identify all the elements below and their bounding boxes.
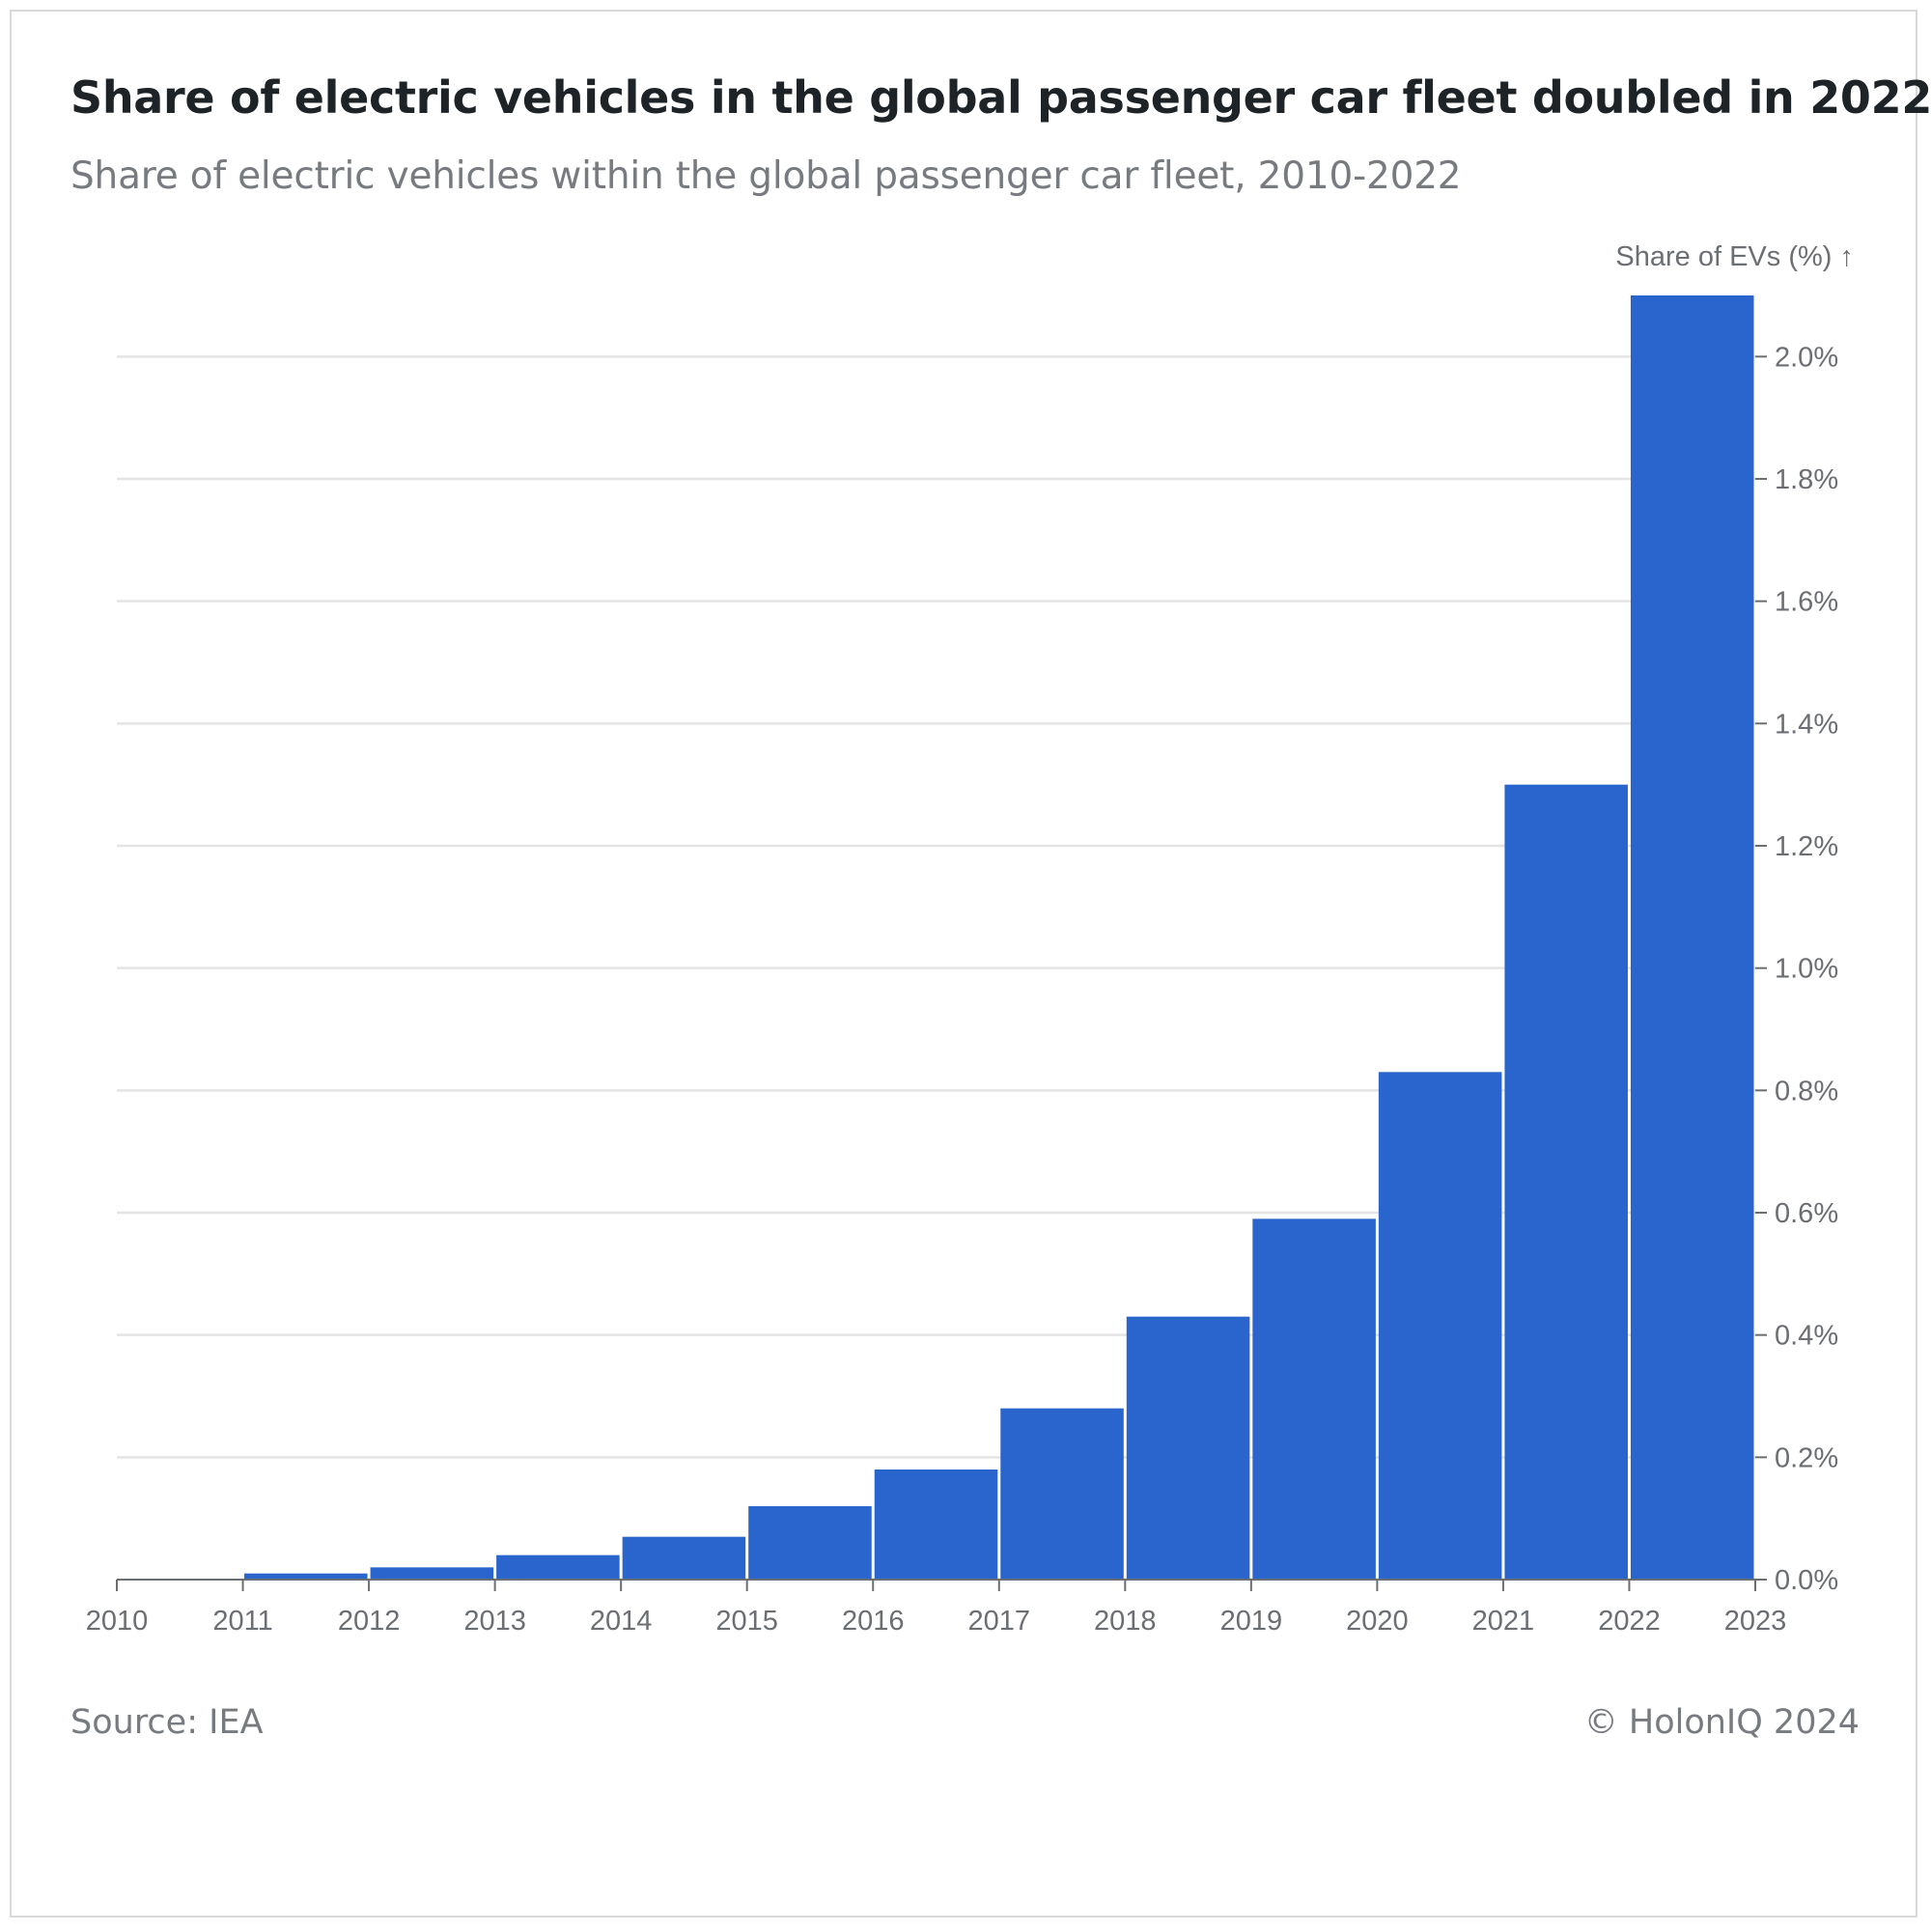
x-tick-label: 2012	[338, 1606, 401, 1637]
x-tick-label: 2018	[1094, 1606, 1157, 1637]
y-tick-label: 1.8%	[1775, 464, 1838, 495]
x-tick-label: 2020	[1346, 1606, 1409, 1637]
bar	[874, 1470, 998, 1580]
y-tick-label: 0.2%	[1775, 1442, 1838, 1473]
bar	[1630, 295, 1754, 1580]
bar	[1378, 1072, 1502, 1580]
y-tick-label: 1.6%	[1775, 587, 1838, 618]
bar	[496, 1554, 620, 1580]
chart-title: Share of electric vehicles in the global…	[70, 71, 1931, 124]
chart-subtitle: Share of electric vehicles within the gl…	[70, 154, 1462, 198]
x-tick-label: 2013	[463, 1606, 526, 1637]
x-tick-label: 2016	[842, 1606, 905, 1637]
bar	[1126, 1316, 1250, 1580]
bars	[244, 295, 1754, 1580]
x-tick-label: 2023	[1724, 1606, 1787, 1637]
x-tick-label: 2014	[590, 1606, 653, 1637]
source-note: Source: IEA	[70, 1703, 264, 1742]
bar	[370, 1567, 494, 1580]
y-tick-label: 0.0%	[1775, 1565, 1838, 1596]
y-tick-label: 0.6%	[1775, 1198, 1838, 1229]
x-tick-label: 2017	[968, 1606, 1031, 1637]
x-tick-label: 2019	[1220, 1606, 1283, 1637]
bar	[244, 1573, 368, 1580]
bar	[748, 1506, 872, 1580]
x-tick-label: 2015	[715, 1606, 778, 1637]
bar	[1504, 784, 1628, 1580]
x-tick-label: 2021	[1472, 1606, 1535, 1637]
bar	[1000, 1408, 1124, 1580]
bar	[1252, 1218, 1376, 1580]
y-tick-label: 1.2%	[1775, 831, 1838, 862]
axes: 0.0% 0.2% 0.4% 0.6% 0.8% 1.0% 1.2% 1.4% 1.6% 1.8%…	[86, 342, 1838, 1637]
x-tick-label: 2022	[1598, 1606, 1661, 1637]
x-tick-label: 2011	[212, 1606, 272, 1637]
y-tick-label: 1.0%	[1775, 954, 1838, 985]
y-axis-label: Share of EVs (%) ↑	[1615, 241, 1854, 272]
y-tick-label: 2.0%	[1775, 342, 1838, 373]
y-tick-label: 0.8%	[1775, 1076, 1838, 1106]
bar	[622, 1536, 746, 1580]
y-tick-label: 0.4%	[1775, 1321, 1838, 1352]
x-tick-label: 2010	[86, 1606, 149, 1637]
y-tick-label: 1.4%	[1775, 709, 1838, 740]
copyright-note: © HolonIQ 2024	[1583, 1703, 1860, 1742]
